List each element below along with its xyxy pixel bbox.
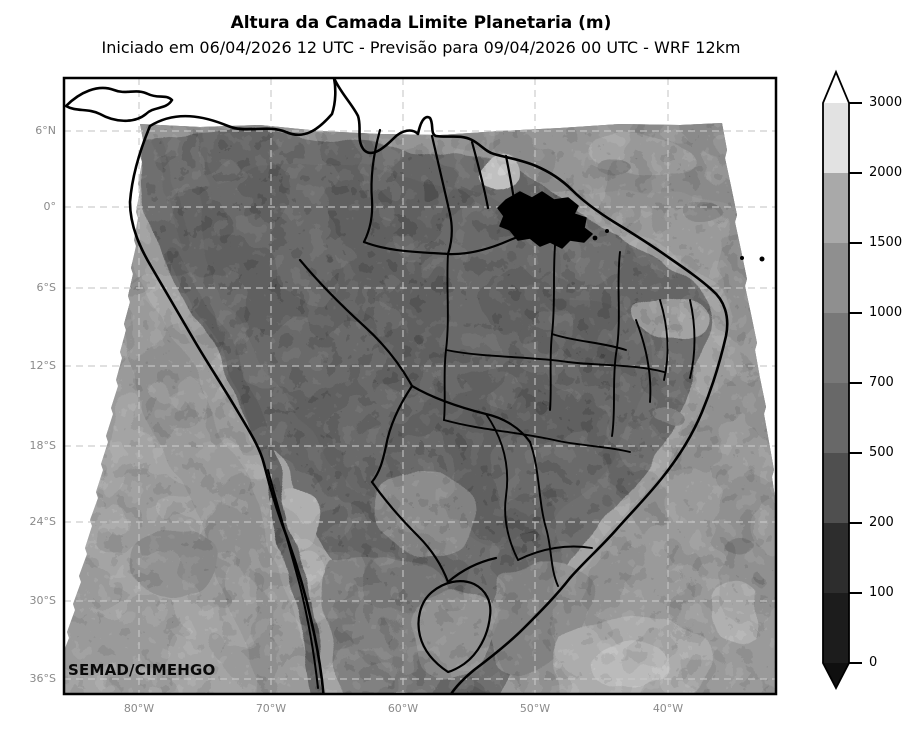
colorbar-segment-500-700 (823, 383, 849, 453)
colorbar-segment-200-500 (823, 453, 849, 523)
political-borders (64, 78, 765, 694)
lon-label-70w: 70°W (255, 702, 287, 715)
state-line (635, 319, 652, 403)
atlantic-island (740, 256, 744, 260)
state-line (611, 251, 621, 437)
border-sur-gf (504, 154, 518, 216)
amazon-estuary (497, 191, 593, 249)
colorbar-segment-100-200 (823, 523, 849, 593)
lat-label-36s: 36°S (29, 672, 56, 685)
lat-label-18s: 18°S (29, 439, 56, 452)
atlantic-island (759, 256, 765, 262)
border-par-arg (446, 556, 498, 584)
lon-label-80w: 80°W (123, 702, 155, 715)
border-ven-bra (362, 231, 558, 256)
colorbar-label-1500: 1500 (869, 235, 903, 250)
panama-coastline (64, 86, 174, 123)
border-col-ven (362, 128, 382, 244)
lat-label-24s: 24°S (29, 515, 56, 528)
colorbar-label-1000: 1000 (869, 305, 903, 320)
colorbar-ticks (849, 102, 862, 664)
colorbar-segment-700-1000 (823, 313, 849, 383)
estuary-islet (605, 229, 609, 233)
colorbar-label-500: 500 (869, 445, 894, 460)
lat-label-0: 0° (43, 200, 57, 213)
estuary-islet (592, 235, 598, 241)
colorbar-label-2000: 2000 (869, 165, 903, 180)
lat-label-6n: 6°N (35, 124, 56, 137)
plot-frame (62, 76, 778, 696)
state-borders (443, 233, 696, 587)
colorbar-segment-0-100 (823, 593, 849, 663)
colorbar-label-700: 700 (869, 375, 894, 390)
border-guy-sur (470, 140, 490, 210)
page-title: Altura da Camada Limite Planetaria (m) (230, 13, 612, 33)
lat-label-12s: 12°S (29, 359, 56, 372)
graticule-gridlines (64, 78, 776, 694)
colorbar-segment-1000-1500 (823, 243, 849, 313)
border-ven-guy (430, 134, 453, 256)
pacific-coastline (128, 124, 325, 694)
border-peru-bra (298, 258, 414, 388)
colorbar-label-3000: 3000 (869, 95, 903, 110)
colorbar-label-200: 200 (869, 515, 894, 530)
state-line (689, 299, 696, 379)
lon-label-60w: 60°W (387, 702, 419, 715)
border-chile-arg (267, 469, 319, 689)
colorbar-label-100: 100 (869, 585, 894, 600)
border-peru-bol (370, 384, 414, 484)
colorbar-segment-1500-2000 (823, 173, 849, 243)
terrain-texture-fine (64, 123, 776, 694)
colorbar-label-0: 0 (869, 655, 878, 670)
colorbar-segment-2000-3000 (823, 103, 849, 173)
lat-label-6s: 6°S (36, 281, 56, 294)
border-bol-arg (370, 480, 450, 584)
colorbar-over-arrow (823, 72, 849, 103)
state-line (551, 333, 627, 351)
model-domain-fill (64, 123, 776, 694)
colorbar-under-arrow (823, 663, 849, 688)
state-line (529, 441, 559, 587)
state-line (445, 349, 665, 373)
border-uruguay (417, 580, 492, 674)
plot-area (64, 78, 776, 694)
state-line (485, 413, 519, 561)
colorbar (822, 69, 862, 690)
watermark-label: SEMAD/CIMEHGO (68, 661, 216, 679)
guiana-east-coastline (449, 188, 729, 694)
state-line (659, 299, 669, 381)
state-line (517, 545, 593, 561)
country-borders (267, 128, 558, 689)
page-subtitle: Iniciado em 06/04/2026 12 UTC - Previsão… (101, 38, 741, 57)
lat-label-30s: 30°S (29, 594, 56, 607)
caribbean-coastline (148, 78, 337, 137)
lon-label-40w: 40°W (652, 702, 684, 715)
state-line (443, 419, 631, 453)
lon-label-50w: 50°W (519, 702, 551, 715)
